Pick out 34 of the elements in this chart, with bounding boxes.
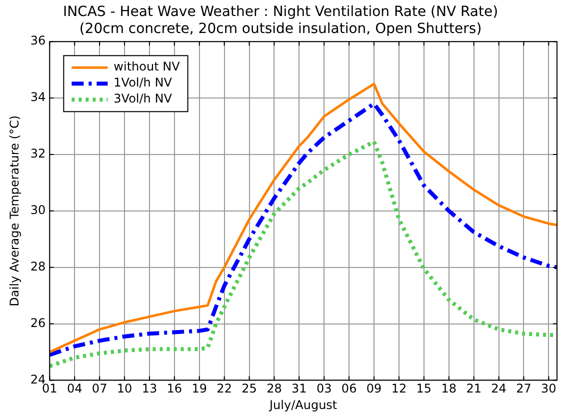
legend-label: 1Vol/h NV (114, 76, 173, 90)
x-tick-label: 24 (491, 382, 506, 396)
chart-title: INCAS - Heat Wave Weather : Night Ventilation Rate (NV Rate) (62, 4, 498, 20)
x-tick-label: 03 (316, 382, 332, 396)
x-tick-label: 18 (441, 382, 457, 396)
x-tick-label: 09 (366, 382, 382, 396)
x-tick-label: 30 (541, 382, 556, 396)
x-tick-label: 16 (166, 382, 182, 396)
y-axis-title: Daily Average Temperature (°C) (7, 115, 22, 306)
x-tick-label: 31 (292, 382, 307, 396)
x-tick-label: 01 (42, 382, 58, 396)
x-axis-title: July/August (268, 398, 338, 412)
y-tick-label: 26 (30, 316, 46, 330)
y-tick-label: 28 (30, 259, 46, 274)
x-tick-label: 21 (466, 382, 482, 396)
y-tick-label: 32 (30, 146, 46, 161)
legend-label: 3Vol/h NV (114, 92, 173, 106)
x-tick-label: 13 (142, 382, 158, 396)
x-tick-label: 07 (92, 382, 108, 396)
x-tick-label: 27 (516, 382, 532, 396)
x-tick-label: 04 (66, 382, 82, 396)
y-tick-label: 36 (30, 34, 46, 48)
chart-subtitle: (20cm concrete, 20cm outside insulation, Open Shutters) (79, 20, 482, 37)
y-tick-label: 30 (30, 203, 46, 218)
x-tick-label: 25 (242, 382, 257, 396)
y-tick-label: 34 (30, 90, 46, 104)
x-tick-label: 12 (391, 382, 407, 396)
x-tick-label: 10 (116, 382, 132, 396)
x-tick-label: 22 (216, 382, 232, 396)
x-tick-label: 06 (341, 382, 357, 396)
x-tick-label: 28 (266, 382, 282, 396)
legend-label: without NV (114, 60, 181, 74)
x-tick-label: 15 (416, 382, 432, 396)
x-tick-label: 19 (192, 382, 208, 396)
